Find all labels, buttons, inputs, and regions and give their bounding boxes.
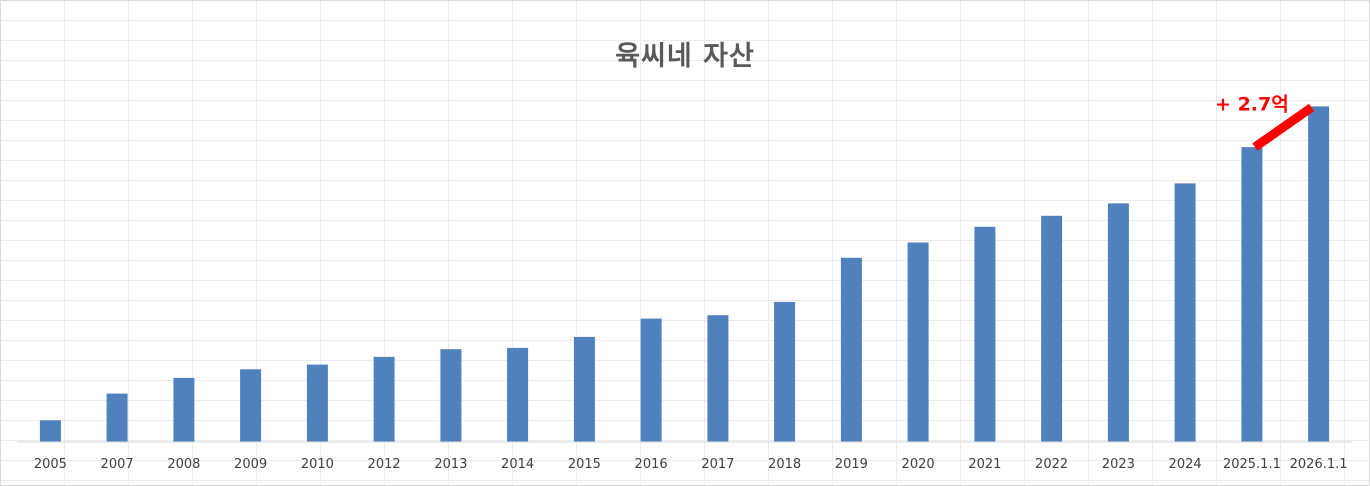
bar-2009 (240, 369, 262, 442)
bar-2010 (306, 364, 328, 442)
bar-2021 (974, 226, 996, 442)
annotation-layer: + 2.7억 (1215, 93, 1315, 151)
x-tick-label-2008: 2008 (167, 457, 200, 472)
x-tick-label-2024: 2024 (1169, 457, 1202, 472)
annotation-connector (1252, 103, 1315, 151)
bars-layer (39, 106, 1330, 443)
bar-2017 (707, 315, 729, 442)
x-tick-label-2022: 2022 (1035, 457, 1068, 472)
x-tick-label-2016: 2016 (635, 457, 668, 472)
bar-2025.1.1 (1241, 147, 1263, 442)
x-tick-label-2012: 2012 (368, 457, 401, 472)
bar-2014 (507, 347, 529, 442)
x-tick-label-2007: 2007 (101, 457, 134, 472)
bar-2005 (39, 420, 61, 442)
bar-2024 (1174, 183, 1196, 442)
x-tick-label-2009: 2009 (234, 457, 267, 472)
x-tick-label-2010: 2010 (301, 457, 334, 472)
x-tick-label-2014: 2014 (501, 457, 534, 472)
bar-2023 (1107, 203, 1129, 442)
x-tick-labels: 2005 2007 2008 2009 2010 2012 2013 2014 2015 2016… (34, 457, 1348, 472)
x-tick-label-2023: 2023 (1102, 457, 1135, 472)
x-tick-label-2021: 2021 (968, 457, 1001, 472)
x-tick-label-2019: 2019 (835, 457, 868, 472)
bar-2015 (573, 336, 595, 442)
x-tick-label-2025.1.1: 2025.1.1 (1223, 457, 1281, 472)
x-tick-label-2015: 2015 (568, 457, 601, 472)
chart-title: 육씨네 자산 (615, 41, 755, 72)
x-tick-label-2018: 2018 (768, 457, 801, 472)
bar-2016 (640, 318, 662, 442)
annotation-label: + 2.7억 (1215, 93, 1289, 115)
x-tick-label-2017: 2017 (701, 457, 734, 472)
bar-2018 (774, 301, 796, 442)
x-tick-label-2005: 2005 (34, 457, 67, 472)
x-tick-label-2013: 2013 (434, 457, 467, 472)
bar-2020 (907, 242, 929, 442)
x-tick-label-2020: 2020 (902, 457, 935, 472)
bar-2007 (106, 393, 128, 442)
x-tick-label-2026.1.1: 2026.1.1 (1290, 457, 1348, 472)
bar-2012 (373, 356, 395, 442)
bar-2008 (173, 377, 195, 442)
bar-2026.1.1 (1308, 106, 1330, 443)
bar-2019 (840, 257, 862, 442)
bar-2013 (440, 349, 462, 442)
bar-2022 (1041, 215, 1063, 442)
